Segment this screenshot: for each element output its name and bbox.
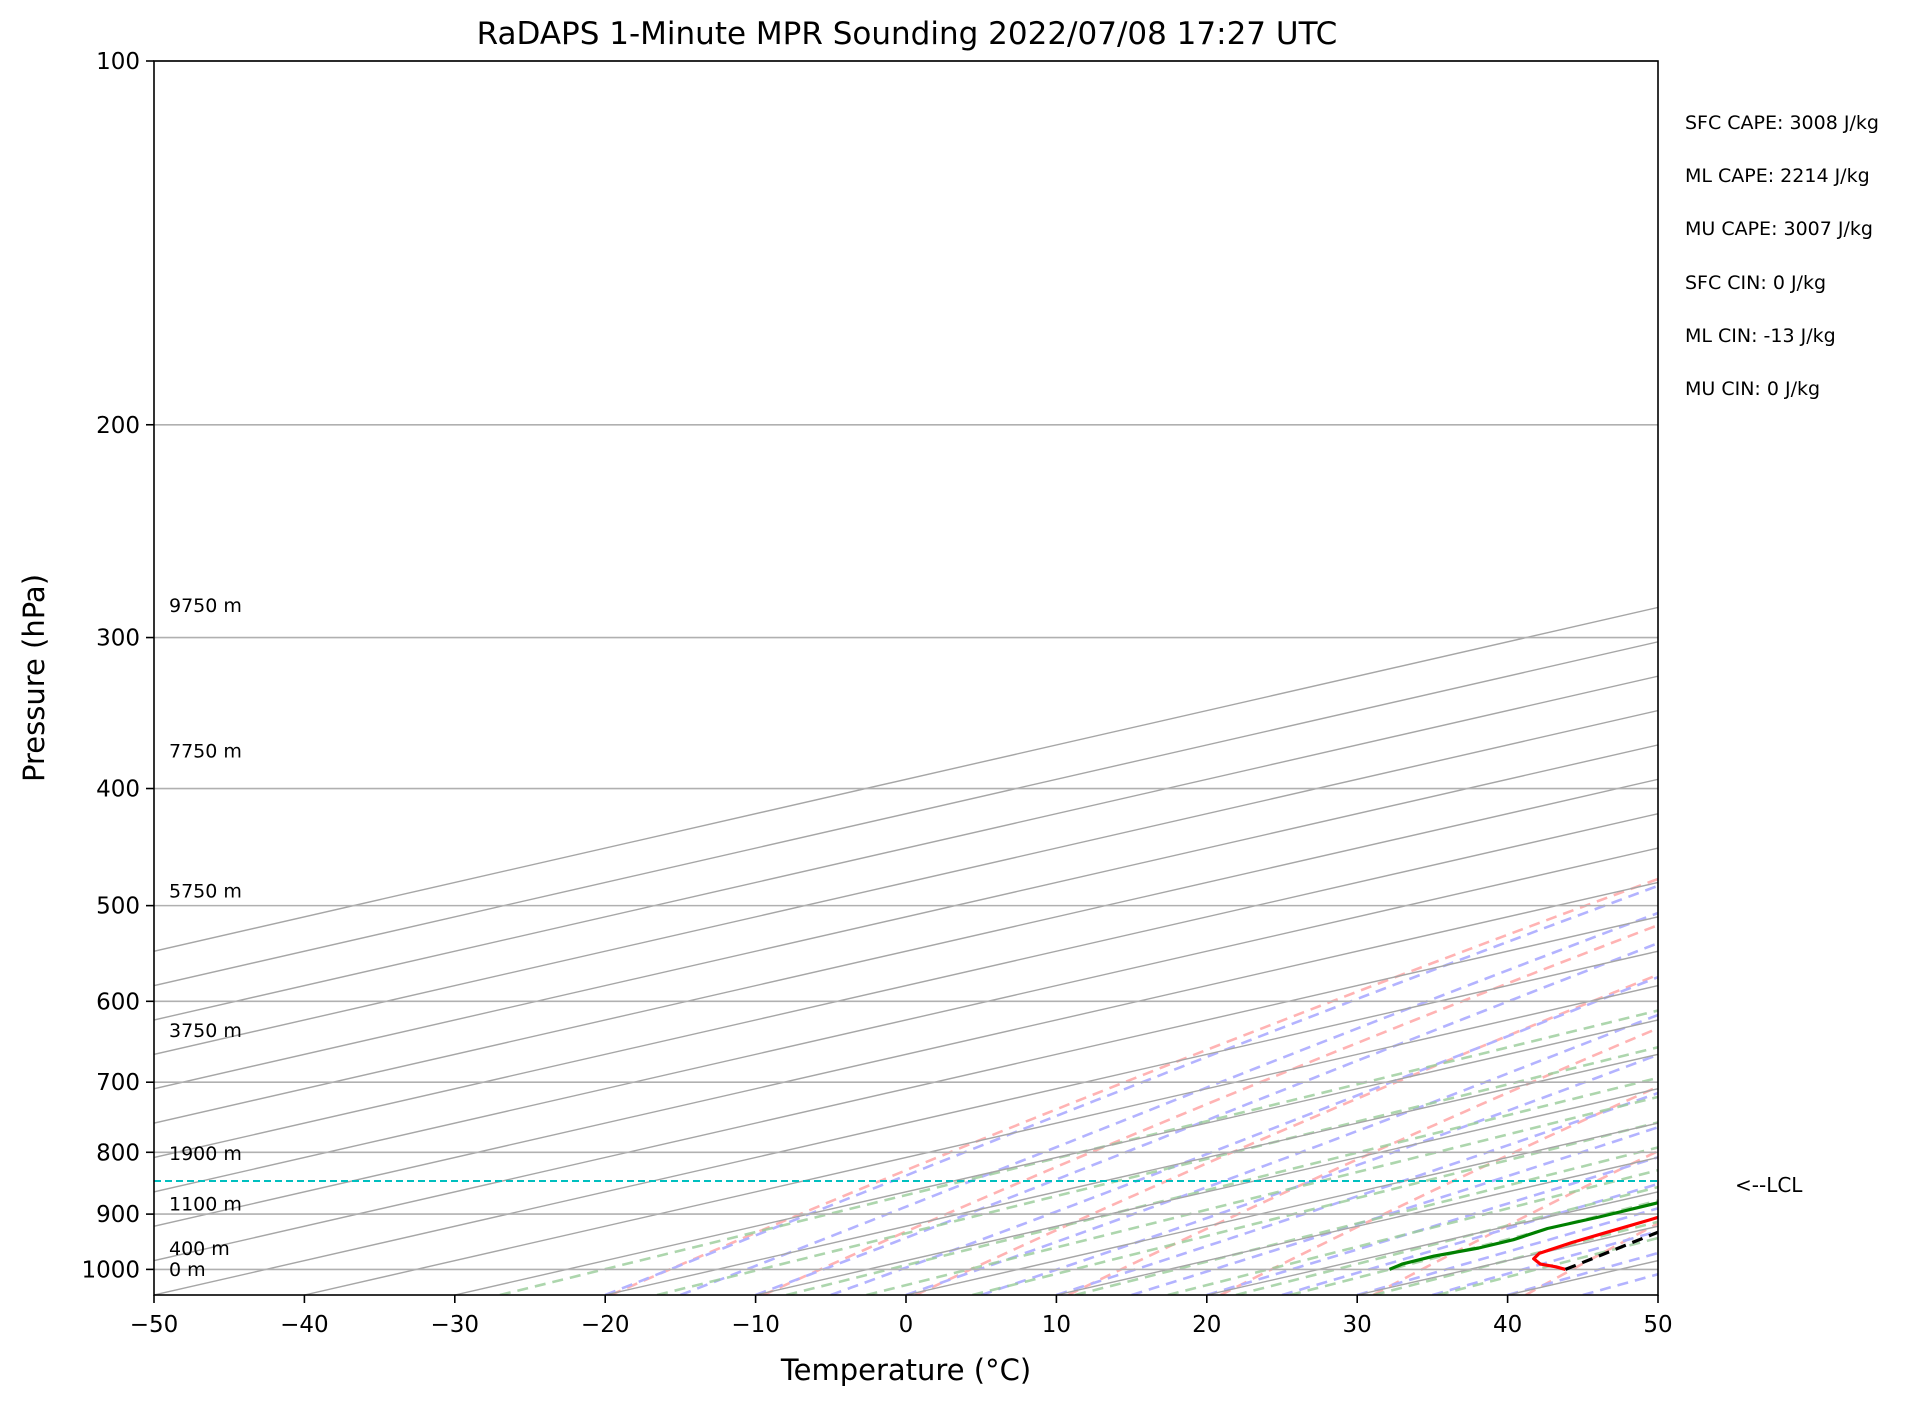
isotherm xyxy=(154,606,1658,952)
dry-adiabat xyxy=(1678,61,1925,1295)
height-label: 0 m xyxy=(169,1259,206,1281)
y-tick-label: 400 xyxy=(96,777,140,803)
isotherm xyxy=(154,916,1658,1262)
isotherm xyxy=(154,641,1658,987)
height-label: 400 m xyxy=(169,1238,230,1260)
moist-adiabat xyxy=(1206,1155,1658,1295)
parameter-text: SFC CAPE: 3008 J/kg xyxy=(1685,112,1879,134)
x-tick-label: −30 xyxy=(431,1312,480,1338)
dry-adiabat xyxy=(1525,1221,1658,1295)
mixing-ratio-line xyxy=(656,1045,1658,1295)
mixing-ratio-line xyxy=(786,1076,1658,1295)
isotherm xyxy=(154,675,1658,1021)
dry-adiabat xyxy=(1831,61,1925,1295)
isotherm xyxy=(1657,1294,1658,1295)
y-axis-label: Pressure (hPa) xyxy=(17,574,51,782)
moist-adiabat xyxy=(905,1013,1658,1295)
height-label: 5750 m xyxy=(169,881,242,903)
isotherm xyxy=(154,778,1658,1124)
dry-adiabat xyxy=(1220,1085,1658,1295)
parameter-text: MU CIN: 0 J/kg xyxy=(1685,378,1820,400)
isotherm xyxy=(454,1019,1658,1295)
y-tick-label: 300 xyxy=(96,626,140,652)
annotation-layer: <--LCL 9750 m 7750 m 5750 m 3750 m 1900 m 1100… xyxy=(154,112,1879,1281)
dewpoint-line xyxy=(1388,1201,1658,1271)
x-tick-label: 30 xyxy=(1343,1312,1372,1338)
chart-title: RaDAPS 1-Minute MPR Sounding 2022/07/08 … xyxy=(477,16,1338,52)
isotherm xyxy=(1056,1156,1658,1295)
isotherm xyxy=(1507,1259,1658,1295)
dry-adiabat xyxy=(762,923,1658,1295)
y-tick-label: 1000 xyxy=(81,1257,140,1283)
height-label: 1100 m xyxy=(169,1193,242,1215)
isotherm xyxy=(154,847,1658,1193)
isotherm xyxy=(605,1053,1658,1295)
parameter-text: ML CAPE: 2214 J/kg xyxy=(1685,165,1870,187)
parameter-text: MU CAPE: 3007 J/kg xyxy=(1685,218,1873,240)
isotherm xyxy=(304,984,1658,1295)
series-layer xyxy=(1388,1201,1658,1271)
moist-adiabat xyxy=(1582,1272,1658,1295)
moist-adiabat xyxy=(1507,1251,1658,1295)
height-label: 3750 m xyxy=(169,1020,242,1042)
x-tick-label: 20 xyxy=(1192,1312,1221,1338)
moist-adiabat xyxy=(1356,1206,1658,1295)
moist-adiabat xyxy=(604,884,1658,1295)
isotherm xyxy=(154,881,1658,1227)
y-tick-label: 200 xyxy=(96,413,140,439)
dry-adiabat xyxy=(915,973,1658,1295)
temperature-line xyxy=(1532,1215,1658,1271)
dry-adiabat xyxy=(1372,1149,1658,1295)
y-tick-label: 500 xyxy=(96,894,140,920)
x-tick-label: 40 xyxy=(1493,1312,1522,1338)
y-tick-label: 900 xyxy=(96,1202,140,1228)
x-tick-label: 10 xyxy=(1042,1312,1071,1338)
y-tick-label: 800 xyxy=(96,1140,140,1166)
moist-adiabat xyxy=(679,911,1658,1295)
moist-adiabat xyxy=(755,941,1658,1295)
lcl-label: <--LCL xyxy=(1735,1173,1803,1197)
height-label: 1900 m xyxy=(169,1143,242,1165)
moist-adiabat xyxy=(830,975,1658,1295)
plot-frame xyxy=(153,60,1659,1296)
isotherm xyxy=(755,1088,1658,1295)
moist-adiabat xyxy=(1056,1091,1658,1295)
parameter-text: ML CIN: -13 J/kg xyxy=(1685,325,1836,347)
y-tick-label: 700 xyxy=(96,1070,140,1096)
moist-adiabat xyxy=(980,1053,1658,1295)
x-tick-label: −20 xyxy=(581,1312,630,1338)
x-tick-label: 50 xyxy=(1643,1312,1672,1338)
x-axis-label: Temperature (°C) xyxy=(780,1353,1031,1387)
mixing-ratio-line xyxy=(1074,1146,1658,1295)
mixing-ratio-line xyxy=(1235,1185,1658,1295)
height-label: 9750 m xyxy=(169,595,242,617)
moist-adiabat xyxy=(1432,1229,1658,1295)
height-label: 7750 m xyxy=(169,740,242,762)
dry-adiabat xyxy=(1067,1026,1658,1295)
x-tick-label: −40 xyxy=(280,1312,329,1338)
background-lines xyxy=(154,61,1925,1295)
dry-adiabat xyxy=(610,877,1658,1295)
y-tick-label: 600 xyxy=(96,989,140,1015)
isotherm xyxy=(1357,1225,1658,1295)
x-tick-label: −50 xyxy=(130,1312,179,1338)
mixing-ratio-line xyxy=(1437,1236,1658,1295)
isotherm xyxy=(154,813,1658,1159)
axis-ticks: −50 −40 −30 −20 −10 0 10 20 30 40 50 100 200 300 400 50… xyxy=(81,49,1672,1338)
x-tick-label: 0 xyxy=(899,1312,914,1338)
x-tick-label: −10 xyxy=(731,1312,780,1338)
y-tick-label: 100 xyxy=(96,49,140,75)
parameter-text: SFC CIN: 0 J/kg xyxy=(1685,272,1826,294)
isotherm xyxy=(154,950,1658,1295)
mixing-ratio-line xyxy=(499,1009,1658,1295)
